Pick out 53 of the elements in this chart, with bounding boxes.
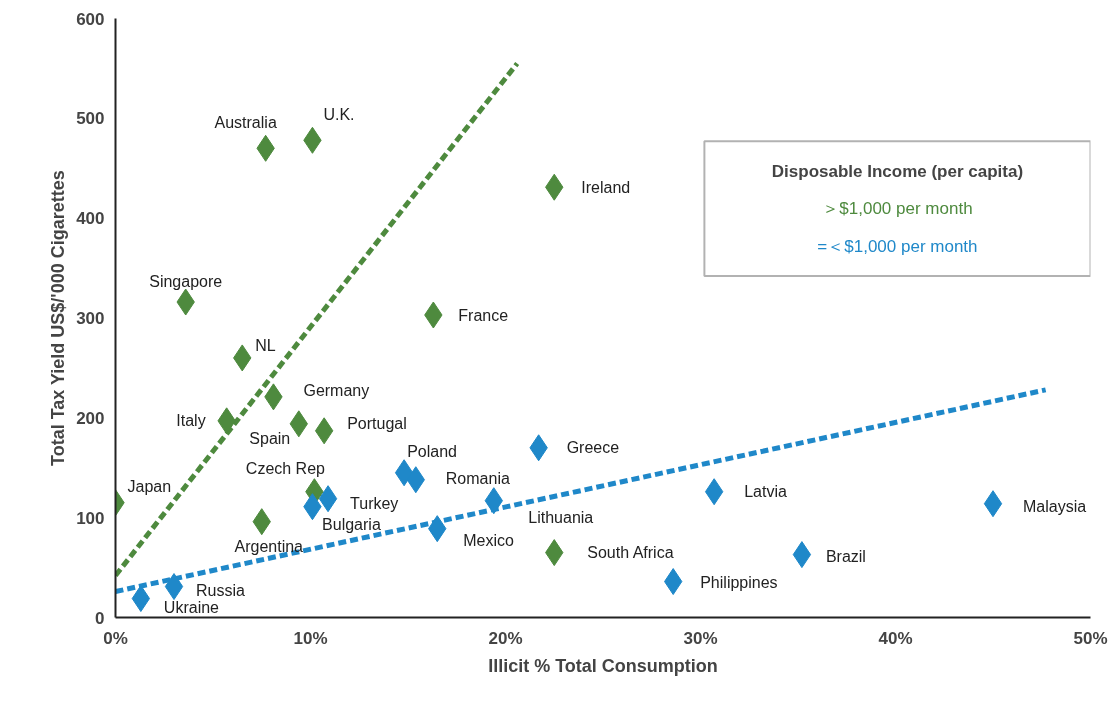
annotation: Philippines xyxy=(700,574,778,592)
point xyxy=(318,485,338,513)
point xyxy=(394,459,414,487)
point xyxy=(792,541,812,569)
y-tick-label: 400 xyxy=(76,209,105,229)
annotation: Singapore xyxy=(149,272,223,290)
annotation: France xyxy=(458,306,509,324)
y-axis-title: Total Tax Yield US$/'000 Cigarettes xyxy=(48,170,69,467)
annotation: Argentina xyxy=(234,538,304,556)
annotation: Germany xyxy=(303,382,370,400)
x-tick-label: 30% xyxy=(683,628,718,648)
y-tick-label: 500 xyxy=(76,109,105,129)
x-tick-label: 0% xyxy=(103,628,128,648)
annotation: Mexico xyxy=(463,532,515,550)
x-tick-label: 40% xyxy=(878,628,913,648)
annotation: Turkey xyxy=(350,495,399,513)
legend-title: Disposable Income (per capita) xyxy=(771,161,1024,181)
x-tick-label: 10% xyxy=(293,628,328,648)
y-tick-label: 300 xyxy=(76,309,105,328)
annotation: Czech Rep xyxy=(245,460,326,478)
point xyxy=(164,573,184,601)
annotation: Spain xyxy=(249,430,291,448)
annotation: Ireland xyxy=(581,178,631,196)
point xyxy=(983,490,1003,518)
annotation: Russia xyxy=(196,582,246,600)
point xyxy=(314,417,334,445)
annotation: South Africa xyxy=(587,544,674,562)
annotation: Lithuania xyxy=(528,509,594,527)
annotation: Japan xyxy=(127,478,172,496)
annotation: U.K. xyxy=(323,105,355,123)
y-tick-label: 200 xyxy=(76,408,105,428)
y-tick-label: 0 xyxy=(95,608,105,628)
point xyxy=(704,478,724,506)
annotation: Brazil xyxy=(825,548,866,566)
annotation: Bulgaria xyxy=(322,516,381,534)
annotation: Ukraine xyxy=(163,599,220,617)
annotation: Latvia xyxy=(744,483,787,501)
text: ＞$1,000 per month xyxy=(822,199,973,219)
annotation: Malaysia xyxy=(1023,498,1087,516)
text: =＜$1,000 per month xyxy=(817,237,978,257)
x-axis-title: Illicit % Total Consumption xyxy=(488,655,718,676)
annotation: Greece xyxy=(566,439,620,457)
y-tick-label: 100 xyxy=(76,508,105,528)
x-tick-label: 50% xyxy=(1073,628,1108,648)
point xyxy=(131,585,151,613)
annotation: Australia xyxy=(214,113,277,131)
annotation: Italy xyxy=(176,412,206,430)
annotation: NL xyxy=(255,337,276,355)
annotation: Portugal xyxy=(347,415,407,433)
x-tick-label: 20% xyxy=(488,628,523,648)
annotation: Romania xyxy=(445,470,510,488)
annotation: Poland xyxy=(407,443,458,461)
y-tick-label: 600 xyxy=(76,9,105,29)
